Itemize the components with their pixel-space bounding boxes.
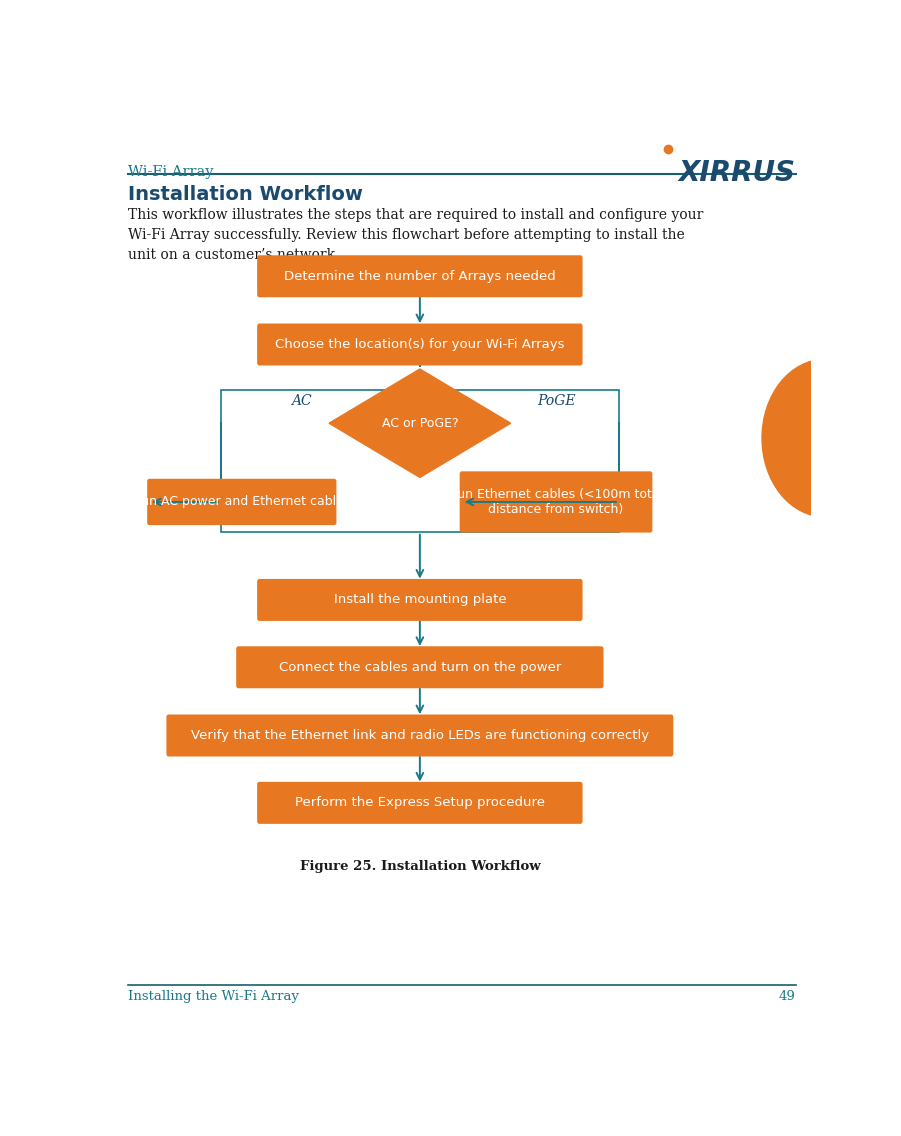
Text: Determine the number of Arrays needed: Determine the number of Arrays needed [284,269,556,283]
FancyBboxPatch shape [257,256,583,298]
Text: 49: 49 [778,991,796,1003]
Text: XIRRUS: XIRRUS [678,159,796,187]
Text: Verify that the Ethernet link and radio LEDs are functioning correctly: Verify that the Ethernet link and radio … [191,729,649,742]
Text: Perform the Express Setup procedure: Perform the Express Setup procedure [295,796,545,809]
FancyBboxPatch shape [257,579,583,621]
FancyBboxPatch shape [460,471,652,533]
Text: Installation Workflow: Installation Workflow [128,185,363,204]
Text: This workflow illustrates the steps that are required to install and configure y: This workflow illustrates the steps that… [128,208,704,262]
Text: AC: AC [291,394,312,408]
FancyBboxPatch shape [257,324,583,366]
Text: Install the mounting plate: Install the mounting plate [333,593,506,607]
Text: Choose the location(s) for your Wi-Fi Arrays: Choose the location(s) for your Wi-Fi Ar… [275,339,565,351]
Text: Figure 25. Installation Workflow: Figure 25. Installation Workflow [299,860,541,874]
Text: PoGE: PoGE [537,394,575,408]
Circle shape [762,359,887,517]
Text: Wi-Fi Array: Wi-Fi Array [128,165,214,179]
Text: AC or PoGE?: AC or PoGE? [381,417,459,429]
Text: Connect the cables and turn on the power: Connect the cables and turn on the power [278,661,561,674]
Bar [221,390,619,532]
Polygon shape [329,369,511,477]
Text: Installing the Wi-Fi Array: Installing the Wi-Fi Array [128,991,299,1003]
Text: Run AC power and Ethernet cables: Run AC power and Ethernet cables [133,495,350,509]
FancyBboxPatch shape [147,478,336,525]
FancyBboxPatch shape [257,782,583,824]
Text: Run Ethernet cables (<100m total
distance from switch): Run Ethernet cables (<100m total distanc… [449,488,663,516]
FancyBboxPatch shape [236,646,604,688]
FancyBboxPatch shape [167,715,673,757]
